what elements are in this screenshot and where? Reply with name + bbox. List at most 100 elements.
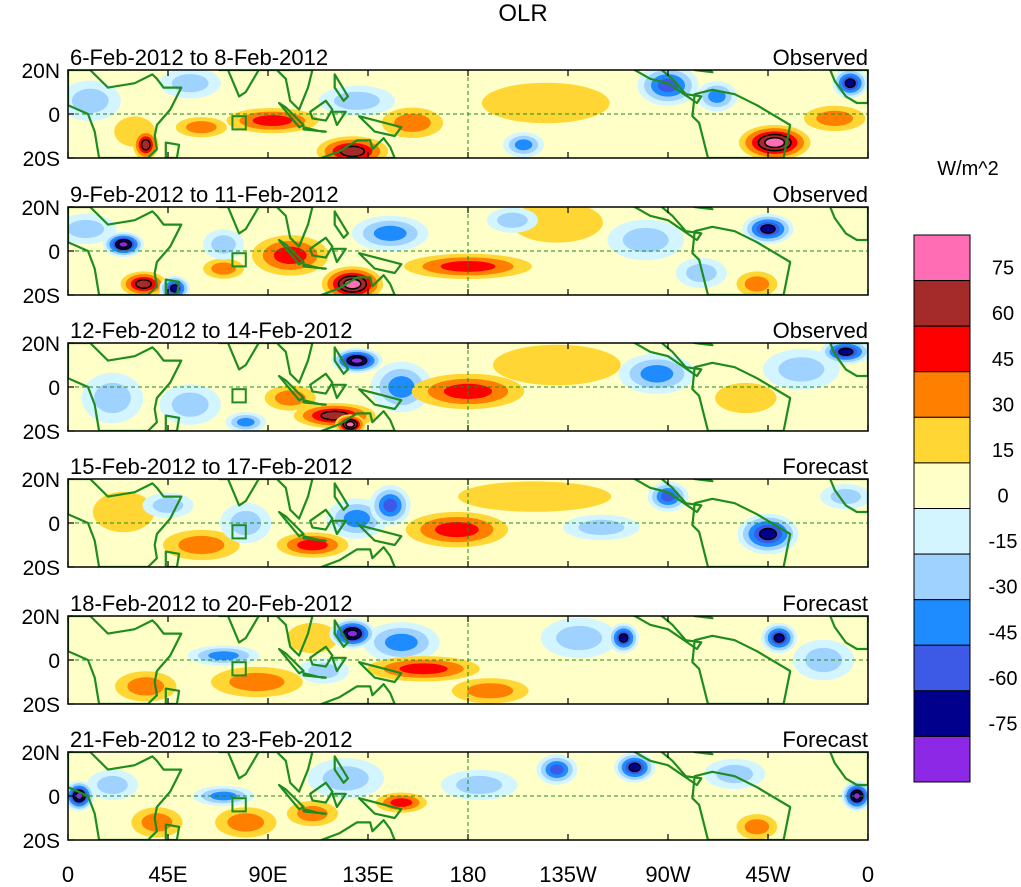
panel-period: 21-Feb-2012 to 23-Feb-2012 (70, 727, 353, 752)
olr-anomaly-negative (608, 622, 639, 654)
coastline (633, 616, 703, 651)
olr-anomaly-positive (131, 807, 183, 838)
region-box (231, 661, 247, 677)
contour-band (388, 376, 415, 398)
coastline (309, 236, 334, 259)
olr-anomaly-negative (563, 514, 640, 541)
coastline (333, 210, 350, 239)
contour-band (773, 633, 785, 643)
olr-field (68, 752, 868, 840)
coastline (331, 519, 347, 536)
olr-anomaly-negative (225, 412, 267, 431)
olr-anomaly-negative (307, 758, 385, 799)
coastline (331, 110, 347, 127)
olr-anomaly-negative (298, 658, 350, 684)
coastline (309, 372, 334, 395)
olr-anomaly-negative (159, 384, 221, 425)
olr-anomaly-positive (451, 678, 529, 704)
olr-anomaly-negative (618, 353, 696, 395)
olr-anomaly-negative (792, 639, 855, 681)
contour-band (211, 262, 236, 275)
olr-anomaly-positive (276, 532, 349, 558)
coastline (633, 70, 703, 105)
contour-band (744, 819, 770, 835)
olr-anomaly-positive (163, 529, 240, 561)
coastline (692, 70, 714, 74)
colorbar-swatch (913, 280, 971, 327)
contour-band (640, 365, 674, 383)
contour-band (816, 110, 854, 126)
olr-anomaly-positive (133, 129, 159, 158)
olr-anomaly-positive (92, 491, 155, 533)
contour-band (622, 227, 669, 253)
contour-band (778, 357, 825, 382)
coastline (358, 388, 403, 411)
coastline (320, 274, 396, 295)
olr-anomaly-positive (367, 656, 480, 682)
coastline (633, 479, 703, 514)
panel-period: 12-Feb-2012 to 14-Feb-2012 (70, 318, 353, 343)
olr-anomaly-positive (203, 258, 244, 279)
olr-anomaly-negative (832, 70, 868, 99)
coastline (333, 346, 350, 375)
region-box (231, 388, 247, 404)
y-tick-label: 0 (48, 786, 60, 809)
olr-anomaly-negative (540, 617, 618, 659)
coastline (320, 819, 396, 840)
contour-band (229, 672, 285, 692)
coastline (302, 263, 327, 270)
olr-anomaly-negative (761, 622, 797, 654)
contour-band (467, 683, 514, 699)
coastline (218, 752, 314, 793)
colorbar-label: -30 (989, 577, 1018, 599)
y-tick-label: 0 (48, 513, 60, 536)
x-tick-label: 45W (745, 862, 790, 887)
contour-band (92, 491, 155, 533)
contour-band (805, 647, 842, 673)
olr-anomaly-negative (486, 207, 538, 233)
coastline (829, 207, 868, 242)
contour-band (186, 121, 217, 134)
x-tick-label: 0 (62, 862, 74, 887)
coastlines (68, 616, 868, 704)
colorbar-swatch (913, 690, 971, 737)
coastline (320, 137, 396, 158)
y-tick-label: 20N (21, 333, 60, 356)
contour-band (333, 91, 380, 110)
figure-title: OLR (498, 0, 547, 27)
colorbar-label: -45 (989, 622, 1018, 644)
panel: 20N 0 20S 12-Feb-2012 to 14-Feb-2012 Observe… (21, 318, 869, 444)
olr-anomaly-positive (215, 807, 277, 838)
olr-field (81, 343, 868, 431)
coastline (691, 634, 792, 704)
colorbar-swatch (913, 371, 971, 418)
colorbar-label: 75 (992, 258, 1014, 280)
contour-band (844, 78, 856, 89)
x-axis: 0 45E 90E 135E 180 135W 90W 45W 0 (62, 862, 874, 887)
colorbar-swatch (913, 508, 971, 555)
olr-anomaly-negative (363, 622, 440, 663)
contour-band (556, 625, 603, 651)
coastline (358, 115, 403, 138)
coastline (331, 656, 347, 673)
coastline (302, 672, 327, 679)
panel-period: 9-Feb-2012 to 11-Feb-2012 (70, 182, 339, 207)
olr-anomaly-negative (607, 219, 685, 261)
olr-anomaly-positive (120, 271, 167, 295)
coastline (633, 752, 703, 787)
coastline (333, 619, 350, 648)
olr-anomaly-negative (81, 372, 144, 424)
contour-band (171, 392, 209, 417)
olr-anomaly-negative (187, 645, 260, 666)
contour-band (628, 762, 641, 773)
olr-anomaly-positive (210, 666, 303, 698)
coastline (164, 141, 181, 158)
olr-anomaly-positive (115, 671, 177, 702)
y-tick-label: 20N (21, 742, 60, 765)
y-tick-label: 0 (48, 104, 60, 127)
panel-type: Observed (773, 182, 868, 207)
coastline (358, 524, 403, 547)
olr-anomaly-negative (820, 483, 868, 510)
coastline (358, 661, 403, 684)
